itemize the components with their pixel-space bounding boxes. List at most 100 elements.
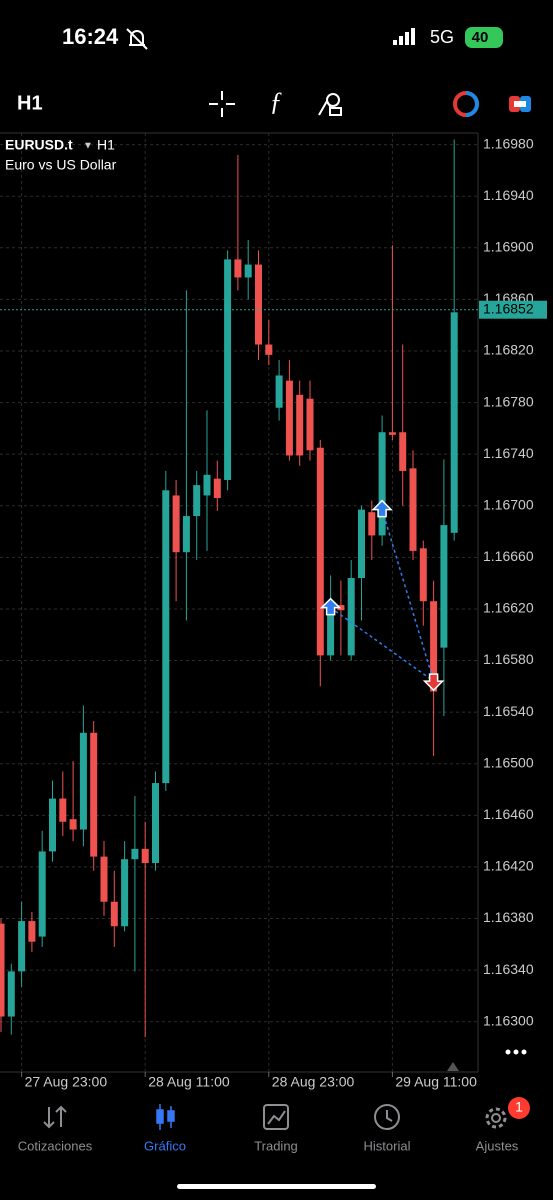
candle-body	[306, 398, 314, 451]
battery-level: 40	[472, 29, 489, 46]
x-tick-label: 28 Aug 23:00	[272, 1074, 355, 1090]
y-tick-label: 1.16820	[483, 342, 534, 358]
nav-item[interactable]: Historial	[364, 1138, 411, 1153]
symbol-dropdown[interactable]: ▼	[83, 141, 93, 152]
plot: 1.169801.169401.169001.168601.168201.167…	[0, 133, 547, 1090]
candle-body	[59, 798, 67, 822]
candle-body	[275, 375, 283, 408]
x-tick-label: 29 Aug 11:00	[395, 1074, 477, 1090]
y-tick-label: 1.16780	[483, 393, 534, 409]
candle-body	[440, 525, 448, 648]
candle-body	[203, 474, 211, 496]
oneclick-icon[interactable]	[509, 96, 531, 112]
home-indicator	[177, 1184, 376, 1189]
y-tick-label: 1.16460	[483, 806, 534, 822]
candle-body	[327, 605, 335, 656]
x-tick-label: 28 Aug 11:00	[148, 1074, 230, 1090]
y-tick-label: 1.16620	[483, 600, 534, 616]
symbol: EURUSD.t	[5, 137, 73, 153]
candle-body	[28, 921, 36, 942]
network: 5G	[430, 27, 454, 47]
y-tick-label: 1.16900	[483, 238, 534, 254]
crosshair-icon[interactable]	[209, 91, 235, 117]
y-tick-label: 1.16340	[483, 961, 534, 977]
history-icon	[374, 1104, 400, 1130]
candle-body	[100, 856, 108, 902]
y-tick-label: 1.16300	[483, 1012, 534, 1028]
candle-body	[347, 577, 355, 656]
bell-off-icon	[126, 28, 148, 50]
candle-body	[213, 478, 221, 499]
settings-icon	[485, 1107, 507, 1129]
candle-body	[450, 312, 458, 533]
price-label: 1.16852	[483, 300, 534, 316]
candle-body	[141, 848, 149, 864]
candle-body	[419, 548, 427, 602]
candle-body	[388, 432, 396, 435]
nav-item[interactable]: Gráfico	[144, 1138, 186, 1153]
candle-body	[121, 859, 129, 927]
candle-body	[358, 509, 365, 578]
timeframe-button[interactable]: H1	[17, 92, 43, 114]
y-tick-label: 1.16580	[483, 651, 534, 667]
y-tick-label: 1.16980	[483, 135, 534, 151]
objects-icon[interactable]	[318, 93, 342, 116]
candle-body	[337, 605, 345, 611]
candle-body	[224, 259, 232, 480]
candle-body	[79, 732, 87, 830]
candle-body	[38, 851, 46, 937]
candle-body	[162, 490, 170, 784]
candle-body	[90, 732, 98, 857]
candle-body	[110, 901, 118, 927]
badge-count: 1	[515, 1099, 523, 1115]
candle-body	[296, 394, 304, 456]
y-tick-label: 1.16940	[483, 187, 534, 203]
candle-body	[182, 516, 190, 553]
candle-body	[172, 495, 180, 553]
candle-body	[285, 380, 293, 456]
nav-item[interactable]: Cotizaciones	[18, 1138, 93, 1153]
candle-body	[49, 798, 56, 852]
nav-item[interactable]: Ajustes	[476, 1138, 519, 1153]
candle-body	[7, 971, 15, 1017]
candle-body	[244, 264, 252, 278]
candle-body	[255, 264, 262, 345]
candle-body	[430, 601, 438, 692]
candle-body	[316, 447, 324, 656]
x-tick-label: 27 Aug 23:00	[25, 1074, 108, 1090]
y-tick-label: 1.16420	[483, 858, 534, 874]
candle-body	[152, 783, 159, 864]
badge	[508, 1097, 530, 1119]
candle-body	[265, 344, 273, 355]
candle-body	[18, 921, 26, 972]
scroll-marker	[447, 1062, 459, 1071]
indicators-icon[interactable]: ƒ	[270, 87, 283, 116]
trading-icon	[263, 1104, 289, 1130]
price-label-bg	[479, 300, 547, 319]
more-button[interactable]	[505, 1049, 527, 1055]
quotes-icon	[43, 1105, 67, 1129]
candle-body	[69, 819, 77, 830]
y-tick-label: 1.16700	[483, 496, 534, 512]
candle-body	[131, 848, 139, 860]
chart-icon	[156, 1104, 175, 1130]
trade-arrow	[319, 597, 342, 616]
trade-icon[interactable]	[453, 91, 479, 117]
signal-icon	[393, 28, 415, 45]
chart-timeframe: H1	[97, 137, 115, 153]
candle-body	[368, 512, 376, 536]
y-tick-label: 1.16500	[483, 754, 534, 770]
nav-item[interactable]: Trading	[254, 1138, 298, 1153]
trade-arrow	[422, 673, 445, 692]
symbol-description: Euro vs US Dollar	[5, 157, 117, 173]
y-tick-label: 1.16380	[483, 909, 534, 925]
candle-body	[193, 485, 201, 517]
bottom-nav: Cotizaciones Gráfico Trading Historial Ajust…	[18, 1138, 519, 1153]
candle-body	[378, 432, 386, 536]
candle-body	[234, 259, 242, 278]
status-time: 16:24	[62, 24, 119, 49]
candle-body	[409, 468, 417, 551]
y-tick-label: 1.16660	[483, 548, 534, 564]
